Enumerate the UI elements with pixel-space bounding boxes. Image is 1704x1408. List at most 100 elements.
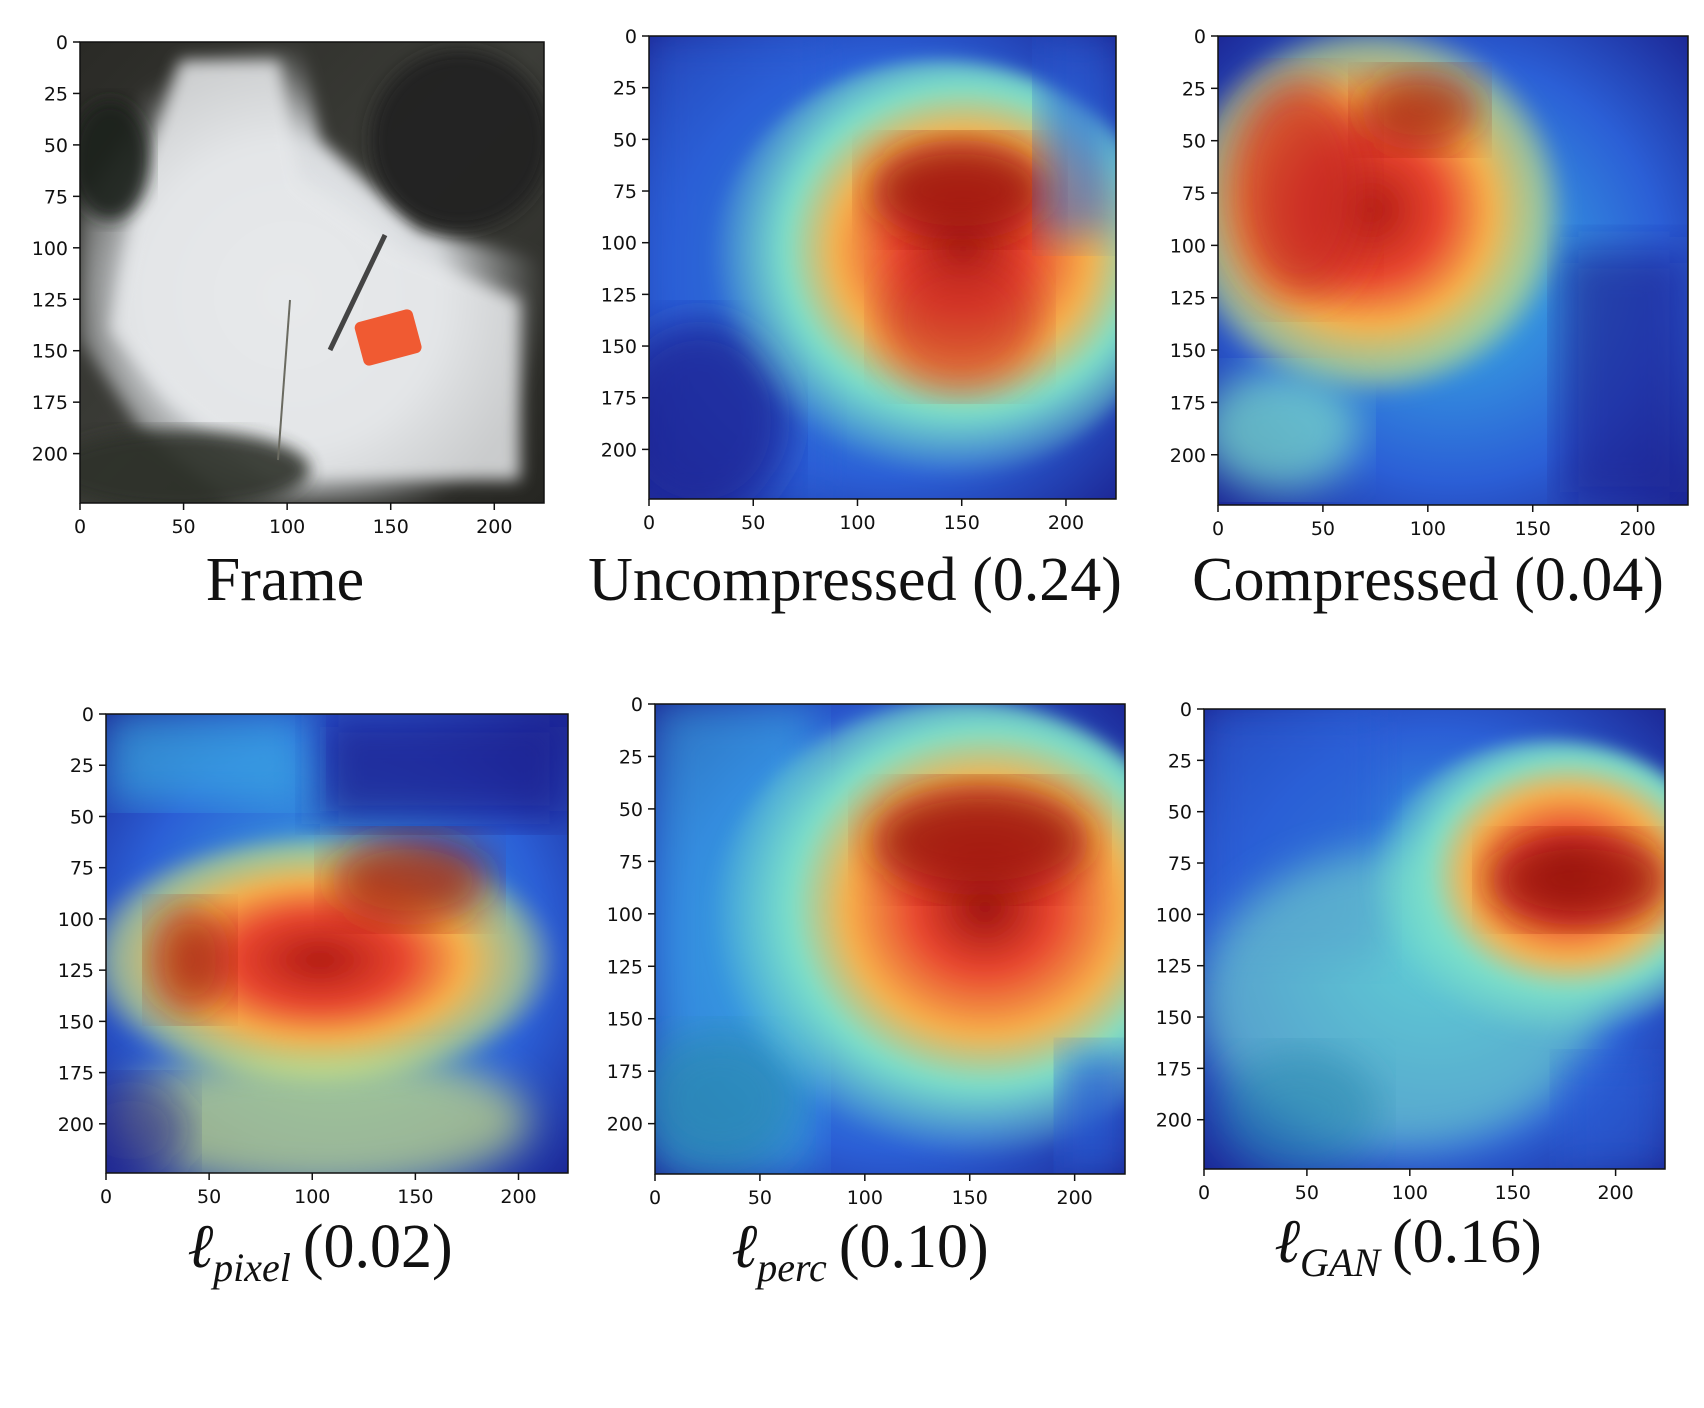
gan-xtick-label: 150 <box>1495 1182 1531 1204</box>
uncompressed-axes-box <box>648 35 1117 500</box>
compressed-ytick-label: 75 <box>1182 183 1206 205</box>
uncompressed-ytick-label: 175 <box>601 388 637 410</box>
panel-compressed <box>1217 35 1689 506</box>
frame-xtick-label: 100 <box>269 516 305 538</box>
panel-perc <box>654 703 1126 1175</box>
pixel-xtick-label: 0 <box>100 1186 112 1208</box>
panel-uncompressed <box>648 35 1117 500</box>
frame-photo <box>80 42 544 503</box>
uncompressed-ytick-label: 50 <box>613 129 637 151</box>
gan-xtick-label: 0 <box>1198 1182 1210 1204</box>
compressed-ytick-label: 125 <box>1170 288 1206 310</box>
compressed-xtick-label: 200 <box>1620 518 1656 540</box>
uncompressed-xtick-label: 0 <box>643 512 655 534</box>
perc-ytick-label: 0 <box>631 694 643 716</box>
svg-text:ℓGAN(0.16): ℓGAN (0.16) <box>1274 1208 1542 1285</box>
perc-xtick-label: 0 <box>649 1187 661 1209</box>
gan-ytick-label: 125 <box>1156 956 1192 978</box>
compressed-xtick-label: 150 <box>1515 518 1551 540</box>
compressed-xtick-label: 50 <box>1311 518 1335 540</box>
panel-gan <box>1203 708 1666 1170</box>
frame-xtick-label: 150 <box>373 516 409 538</box>
panel-pixel <box>105 713 569 1174</box>
perc-ytick-label: 75 <box>619 851 643 873</box>
compressed-ytick-label: 100 <box>1170 235 1206 257</box>
frame-ytick-label: 175 <box>32 392 68 414</box>
compressed-xtick-label: 0 <box>1212 518 1224 540</box>
pixel-xtick-label: 50 <box>197 1186 221 1208</box>
gan-ytick-label: 0 <box>1180 699 1192 721</box>
gan-axes-box <box>1203 708 1666 1170</box>
pixel-axes-box <box>105 713 569 1174</box>
pixel-ytick-label: 75 <box>70 858 94 880</box>
uncompressed-ytick-label: 150 <box>601 336 637 358</box>
frame-ytick-label: 75 <box>44 186 68 208</box>
caption-pixel: ℓpixel (0.02) <box>187 1213 452 1290</box>
compressed-axes-box <box>1217 35 1689 506</box>
pixel-ytick-label: 200 <box>58 1114 94 1136</box>
uncompressed-ytick-label: 100 <box>601 233 637 255</box>
pixel-ytick-label: 150 <box>58 1011 94 1033</box>
compressed-ytick-label: 50 <box>1182 131 1206 153</box>
caption-pixel-score: (0.02) <box>303 1213 453 1281</box>
uncompressed-ytick-label: 75 <box>613 181 637 203</box>
compressed-xtick-label: 100 <box>1410 518 1446 540</box>
compressed-ytick-label: 25 <box>1182 78 1206 100</box>
frame-ytick-label: 125 <box>32 289 68 311</box>
gan-xtick-label: 100 <box>1392 1182 1428 1204</box>
perc-ytick-label: 50 <box>619 799 643 821</box>
pixel-ytick-label: 175 <box>58 1063 94 1085</box>
gan-ytick-label: 150 <box>1156 1007 1192 1029</box>
gan-ytick-label: 50 <box>1168 802 1192 824</box>
frame-xtick-label: 200 <box>476 516 512 538</box>
pixel-ytick-label: 125 <box>58 960 94 982</box>
caption-pixel-symbol: ℓ <box>187 1213 213 1281</box>
uncompressed-xtick-label: 150 <box>944 512 980 534</box>
frame-xtick-label: 0 <box>74 516 86 538</box>
perc-ytick-label: 100 <box>607 904 643 926</box>
frame-ytick-label: 100 <box>32 238 68 260</box>
caption-gan: ℓGAN (0.16) <box>1274 1208 1542 1285</box>
uncompressed-xtick-label: 50 <box>741 512 765 534</box>
perc-ytick-label: 150 <box>607 1009 643 1031</box>
pixel-ytick-label: 50 <box>70 806 94 828</box>
compressed-ytick-label: 175 <box>1170 392 1206 414</box>
gan-xtick-label: 200 <box>1597 1182 1633 1204</box>
gan-heatmap <box>1204 709 1665 1169</box>
pixel-ytick-label: 100 <box>58 909 94 931</box>
perc-xtick-label: 150 <box>952 1187 988 1209</box>
pixel-heatmap <box>106 714 568 1173</box>
gan-ytick-label: 200 <box>1156 1110 1192 1132</box>
svg-text:ℓperc(0.10): ℓperc (0.10) <box>731 1213 988 1290</box>
caption-perc: ℓperc (0.10) <box>731 1213 988 1290</box>
uncompressed-ytick-label: 25 <box>613 78 637 100</box>
perc-axes-box <box>654 703 1126 1175</box>
axis-ticks: 0 50 100 150 200 0 25 50 75 100 125 150 175 200 0 50 100… <box>32 26 1656 1209</box>
gan-ytick-label: 100 <box>1156 904 1192 926</box>
frame-ytick-label: 150 <box>32 341 68 363</box>
pixel-ytick-label: 25 <box>70 755 94 777</box>
perc-xtick-label: 100 <box>847 1187 883 1209</box>
perc-ytick-label: 200 <box>607 1114 643 1136</box>
frame-ytick-label: 0 <box>56 32 68 54</box>
perc-xtick-label: 200 <box>1057 1187 1093 1209</box>
uncompressed-xtick-label: 200 <box>1048 512 1084 534</box>
caption-frame: Frame <box>206 546 364 614</box>
perc-ytick-label: 25 <box>619 746 643 768</box>
caption-gan-sub: GAN <box>1300 1240 1382 1285</box>
panel-frame <box>79 41 545 504</box>
gan-ytick-label: 75 <box>1168 853 1192 875</box>
perc-heatmap <box>655 704 1125 1174</box>
uncompressed-ytick-label: 125 <box>601 284 637 306</box>
pixel-xtick-label: 100 <box>294 1186 330 1208</box>
caption-uncompressed: Uncompressed (0.24) <box>588 546 1122 614</box>
uncompressed-xtick-label: 100 <box>839 512 875 534</box>
frame-axes-box <box>79 41 545 504</box>
uncompressed-ytick-label: 200 <box>601 439 637 461</box>
gan-ytick-label: 25 <box>1168 750 1192 772</box>
gan-xtick-label: 50 <box>1295 1182 1319 1204</box>
compressed-ytick-label: 0 <box>1194 26 1206 48</box>
caption-pixel-sub: pixel <box>210 1245 291 1290</box>
